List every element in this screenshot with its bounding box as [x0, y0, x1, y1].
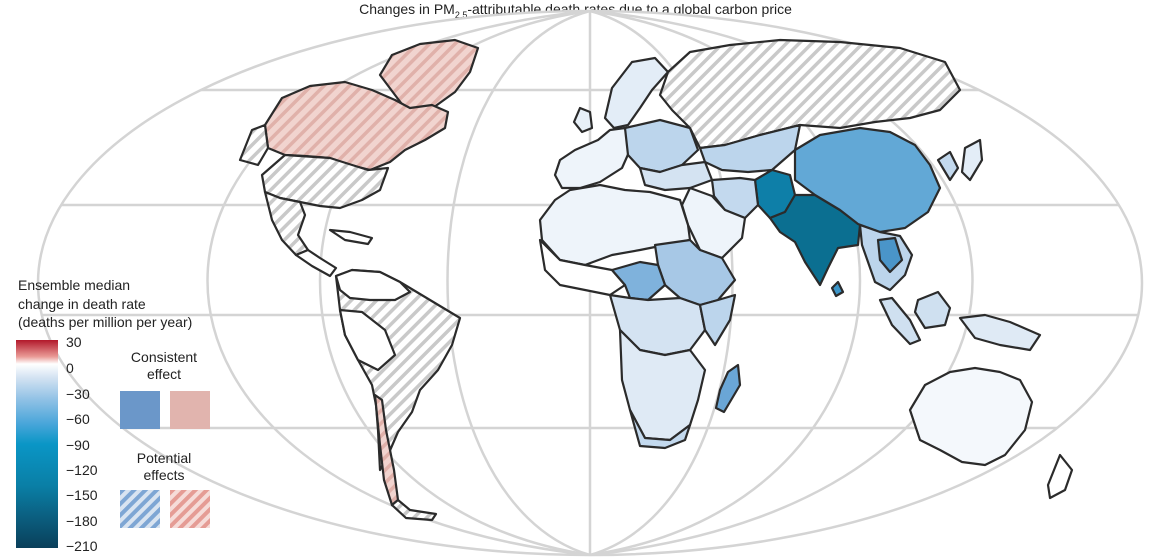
- south-africa: [628, 408, 692, 450]
- central-america: [294, 248, 338, 278]
- indonesia-borneo: [913, 290, 952, 330]
- colorbar-tick: −120: [66, 462, 98, 478]
- potential-negative-swatch: [120, 490, 160, 528]
- peru-bolivia: [338, 308, 397, 372]
- consistent-positive-swatch: [170, 391, 210, 429]
- alaska: [238, 123, 270, 167]
- consistent-negative-swatch: [120, 391, 160, 429]
- indonesia-east: [958, 313, 1042, 352]
- potential-effects-label: Potential effects: [136, 450, 192, 483]
- korea: [936, 150, 960, 182]
- mexico: [263, 190, 310, 257]
- patagonia: [390, 498, 438, 522]
- australia: [908, 366, 1034, 467]
- colorbar-tick: −150: [66, 487, 98, 503]
- colorbar-tick: −30: [66, 386, 90, 402]
- central-asia: [698, 123, 802, 174]
- caribbean: [328, 228, 374, 246]
- nigeria-chad: [610, 260, 667, 302]
- potential-positive-swatch: [170, 490, 210, 528]
- southern-africa: [618, 328, 707, 442]
- legend-title: Ensemble median change in death rate (de…: [18, 277, 193, 330]
- madagascar: [714, 363, 742, 414]
- colorbar-tick: 30: [66, 334, 82, 350]
- indonesia-sumatra: [878, 296, 922, 346]
- sri-lanka: [830, 280, 845, 298]
- colorbar-tick: −180: [66, 513, 98, 529]
- consistent-effect-label: Consistent effect: [130, 349, 198, 382]
- west-africa: [538, 238, 627, 297]
- colorbar: [16, 340, 58, 548]
- east-africa: [698, 293, 737, 347]
- northern-south-america: [334, 268, 412, 302]
- russia: [658, 38, 962, 150]
- scandinavia: [603, 56, 670, 130]
- japan: [960, 138, 984, 182]
- colorbar-tick: −60: [66, 411, 90, 427]
- china: [793, 126, 942, 234]
- india: [768, 193, 862, 287]
- colorbar-tick: 0: [66, 360, 74, 376]
- vietnam-cambodia: [876, 236, 904, 274]
- colorbar-tick: −90: [66, 437, 90, 453]
- united-kingdom: [572, 106, 594, 134]
- colorbar-tick: −210: [66, 538, 98, 554]
- new-zealand: [1046, 453, 1074, 500]
